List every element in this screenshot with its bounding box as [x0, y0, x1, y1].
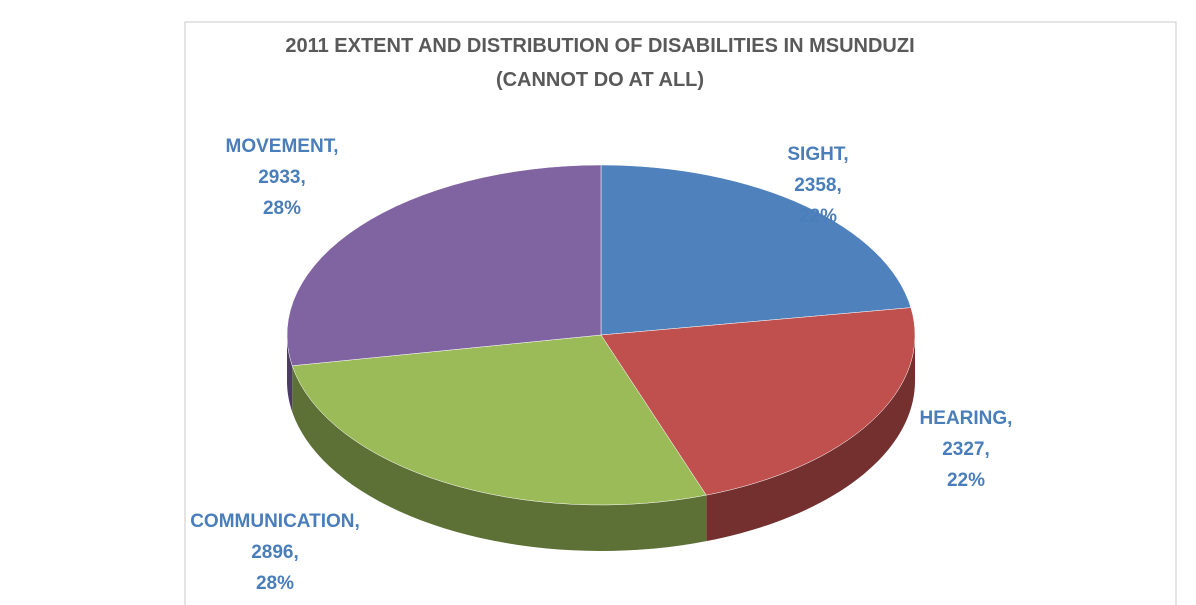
chart-title: 2011 EXTENT AND DISTRIBUTION OF DISABILI…	[285, 35, 914, 57]
data-label-line: 28%	[263, 198, 301, 219]
slice-side	[292, 365, 707, 551]
data-label-line: MOVEMENT,	[226, 136, 339, 157]
data-label-part: HEARING	[920, 408, 1008, 429]
data-label: HEARING, 2327, 22%	[920, 408, 1013, 491]
data-label-part: ,	[355, 511, 360, 532]
data-label-line: 2896,	[251, 542, 299, 563]
data-label: MOVEMENT, 2933, 28%	[226, 136, 339, 219]
data-label-line: 2358,	[794, 175, 842, 196]
data-label-part: ,	[333, 136, 338, 157]
slice-side	[706, 335, 915, 542]
data-label-part: 28%	[256, 573, 294, 594]
slice	[291, 334, 707, 506]
data-label-part: 28%	[263, 198, 301, 219]
data-label: SIGHT, 2358, 22%	[787, 144, 848, 227]
slice	[600, 164, 912, 336]
data-label-line: 22%	[947, 470, 985, 491]
data-label-part: COMMUNICATION	[190, 511, 354, 532]
data-label-part: ,	[843, 144, 848, 165]
data-label: COMMUNICATION, 2896, 28%	[190, 511, 360, 594]
data-label-part: 22%	[947, 470, 985, 491]
data-label-line: 2327,	[942, 439, 990, 460]
data-label-part: SIGHT	[787, 144, 845, 165]
data-label-part: ,	[301, 167, 306, 188]
data-label-part: ,	[837, 175, 842, 196]
chart-title: (CANNOT DO AT ALL)	[496, 69, 704, 91]
slice-side	[287, 335, 293, 412]
data-label-part: ,	[1007, 408, 1012, 429]
slice	[286, 164, 602, 367]
data-label-line: 2933,	[258, 167, 306, 188]
data-label-line: SIGHT,	[787, 144, 848, 165]
data-label-line: HEARING,	[920, 408, 1013, 429]
data-label-line: 28%	[256, 573, 294, 594]
data-label-part: ,	[985, 439, 990, 460]
data-label-part: ,	[294, 542, 299, 563]
data-label-part: 2933	[258, 167, 300, 188]
data-label-line: 22%	[799, 206, 837, 227]
data-label-part: 2896	[251, 542, 293, 563]
data-label-line: COMMUNICATION,	[190, 511, 360, 532]
data-label-part: MOVEMENT	[226, 136, 336, 157]
slice	[600, 307, 916, 496]
data-label-part: 2358	[794, 175, 836, 196]
data-label-part: 22%	[799, 206, 837, 227]
data-label-part: 2327	[942, 439, 984, 460]
